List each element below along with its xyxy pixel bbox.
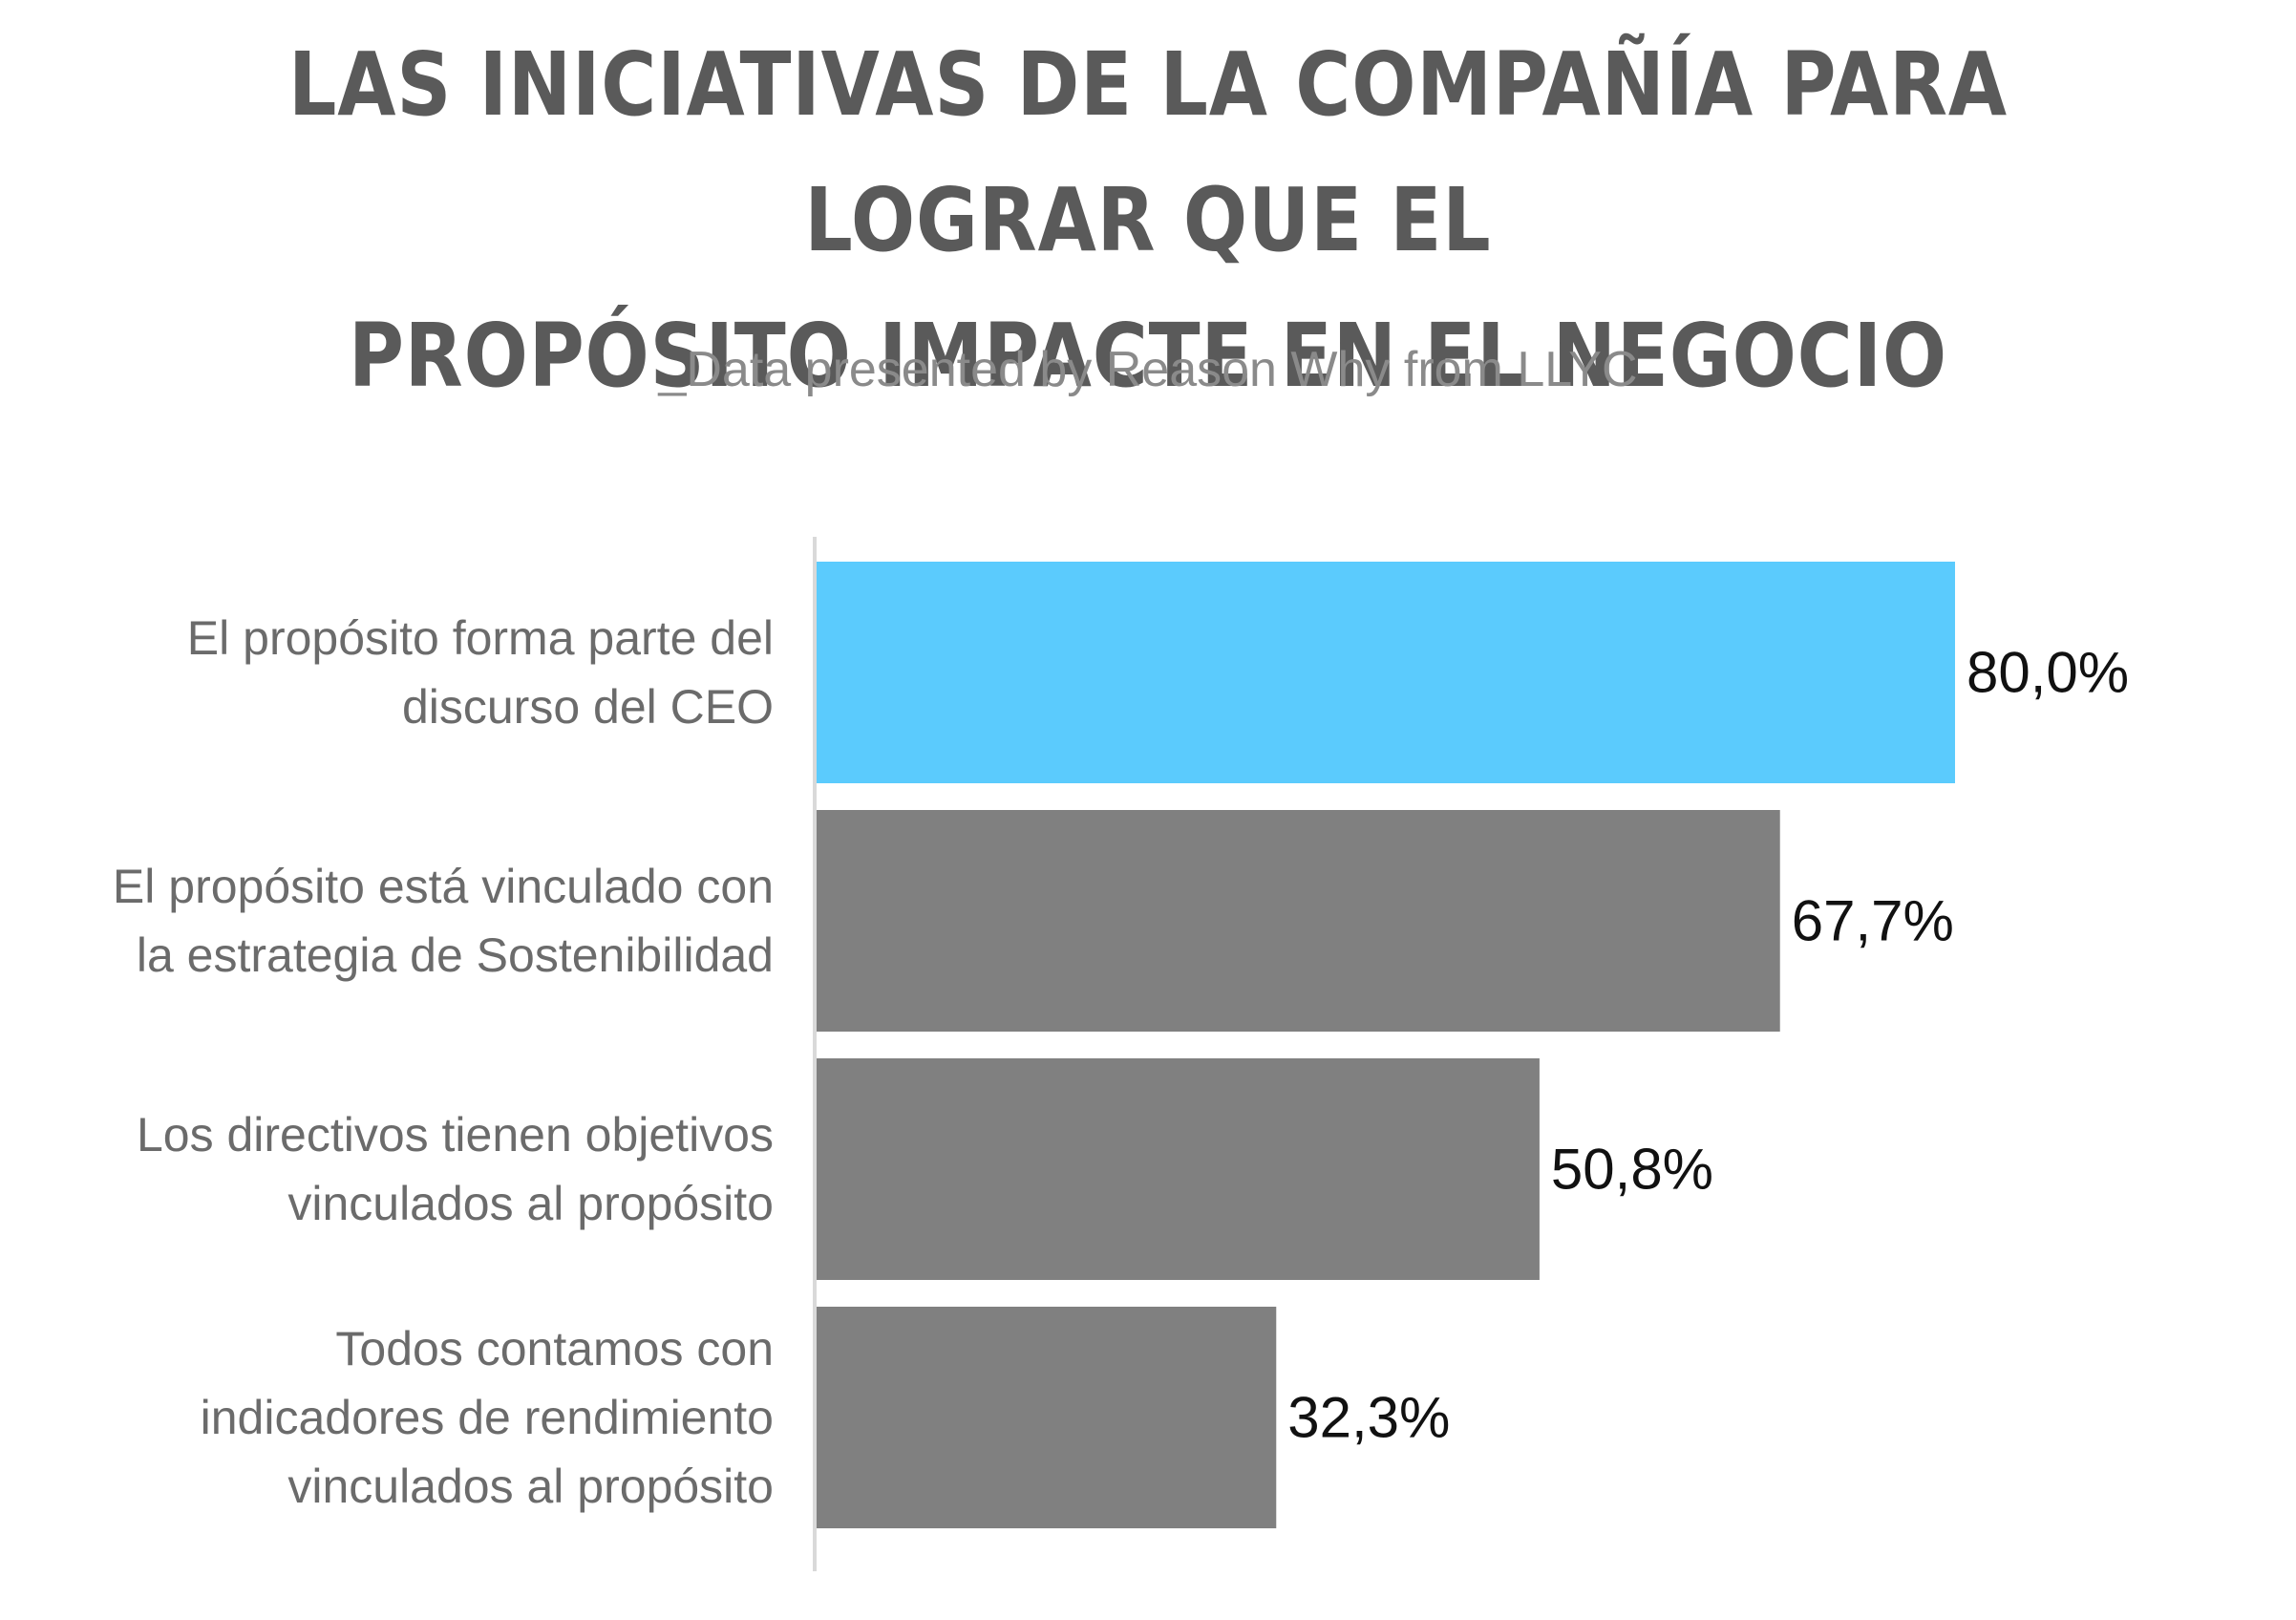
value-label-3: 50,8% [1551,1138,1713,1202]
value-labels-group: 80,0% 67,7% 50,8% 32,3% [1287,641,2129,1450]
category-label-3-line-1: Los directivos tienen objetivos [137,1108,774,1162]
category-label-4-line-1: Todos contamos con [335,1322,774,1375]
bars-group [817,562,1955,1528]
category-label-4-line-3: vinculados al propósito [287,1460,774,1513]
category-label-2-line-2: la estrategia de Sostenibilidad [137,928,774,982]
category-label-1: El propósito forma parte del discurso del… [187,611,774,734]
bar-4 [817,1307,1277,1528]
category-label-2-line-1: El propósito está vinculado con [113,860,774,913]
category-label-3: Los directivos tienen objetivos vinculado… [137,1108,774,1230]
category-label-3-line-2: vinculados al propósito [287,1177,774,1230]
category-label-2: El propósito está vinculado con la estrat… [113,860,774,982]
value-label-4: 32,3% [1287,1386,1450,1450]
bar-3 [817,1058,1540,1280]
chart-title: LAS INICIATIVAS DE LA COMPAÑÍA PARA LOGR… [160,17,2135,424]
value-label-2: 67,7% [1792,889,1954,953]
category-labels-group: El propósito forma parte del discurso del… [113,611,774,1513]
bar-1 [817,562,1955,783]
category-label-4-line-2: indicadores de rendimiento [201,1391,774,1444]
chart-title-line-1: LAS INICIATIVAS DE LA COMPAÑÍA PARA LOGR… [287,33,2009,271]
chart-title-line-2: PROPÓSITO IMPACTE EN EL NEGOCIO [348,305,1948,407]
category-label-1-line-1: El propósito forma parte del [187,611,774,665]
bar-2 [817,810,1780,1032]
chart-subtitle: _Data presented by Reason Why from LLYC [658,342,1638,397]
category-label-1-line-2: discurso del CEO [402,680,774,734]
value-label-1: 80,0% [1966,641,2129,705]
category-label-4: Todos contamos con indicadores de rendimi… [201,1322,774,1513]
